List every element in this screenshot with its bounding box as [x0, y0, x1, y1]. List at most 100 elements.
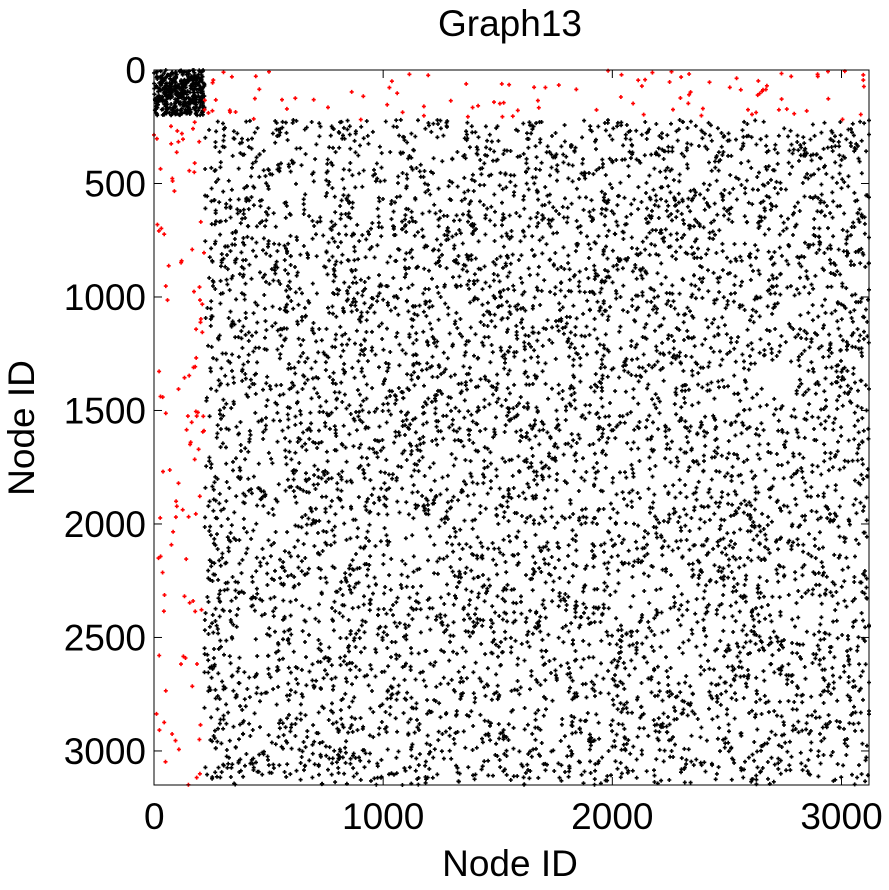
data-point	[812, 217, 817, 222]
data-point	[844, 555, 849, 560]
data-point	[366, 141, 371, 146]
data-point	[334, 332, 338, 337]
data-point	[187, 112, 192, 116]
data-point	[224, 461, 229, 466]
data-point	[452, 526, 457, 531]
data-point	[758, 337, 763, 342]
data-point	[367, 563, 372, 567]
data-point	[254, 240, 259, 245]
data-point	[191, 99, 196, 104]
data-point	[413, 416, 418, 421]
data-point	[501, 537, 506, 542]
data-point	[606, 228, 611, 233]
data-point	[721, 628, 726, 633]
data-point	[211, 487, 216, 492]
data-point	[392, 620, 397, 625]
data-point	[396, 174, 401, 179]
data-point	[831, 139, 836, 144]
data-point	[598, 290, 603, 295]
data-point	[811, 587, 815, 592]
data-point	[219, 770, 224, 775]
data-point	[178, 79, 183, 84]
data-point	[520, 325, 525, 330]
data-point	[165, 106, 170, 110]
data-point	[296, 554, 301, 559]
data-point	[272, 241, 277, 246]
data-point	[489, 204, 494, 209]
data-point	[185, 108, 190, 113]
data-point	[367, 446, 372, 451]
data-point	[194, 111, 199, 115]
data-point	[225, 765, 230, 770]
data-point	[528, 216, 533, 221]
data-point	[618, 295, 623, 299]
data-point	[631, 440, 636, 445]
data-point	[155, 74, 159, 79]
data-point	[200, 101, 205, 106]
data-point	[207, 624, 212, 629]
data-point	[167, 110, 172, 115]
data-point	[602, 308, 607, 313]
data-point	[628, 137, 633, 142]
data-point	[616, 722, 621, 726]
data-point	[553, 668, 558, 673]
data-point	[354, 280, 359, 285]
data-point	[629, 462, 634, 467]
data-point	[530, 454, 535, 458]
data-point	[714, 251, 719, 255]
data-point	[194, 78, 199, 83]
data-point	[404, 458, 409, 462]
data-point	[318, 641, 323, 646]
plot-points	[152, 68, 871, 787]
data-point	[199, 75, 204, 80]
data-point	[197, 86, 202, 91]
data-point	[463, 745, 468, 750]
data-point	[725, 471, 730, 476]
data-point	[201, 109, 205, 114]
data-point	[573, 249, 578, 254]
data-point	[694, 757, 699, 762]
data-point	[556, 557, 561, 562]
data-point	[647, 127, 652, 132]
data-point	[196, 108, 201, 113]
data-point	[518, 395, 523, 400]
data-point	[587, 642, 592, 647]
data-point	[278, 130, 283, 135]
data-point	[225, 267, 230, 272]
data-point	[183, 107, 188, 112]
data-point	[190, 77, 195, 82]
data-point	[554, 208, 559, 213]
data-point	[346, 618, 351, 623]
data-point	[161, 98, 166, 103]
data-point	[167, 83, 172, 88]
data-point	[185, 92, 189, 97]
data-point	[654, 198, 659, 203]
data-point	[185, 77, 190, 82]
data-point	[329, 160, 334, 165]
data-point	[731, 554, 736, 559]
data-point	[508, 173, 513, 178]
data-point	[444, 627, 449, 632]
data-point	[265, 398, 270, 403]
data-point	[371, 735, 376, 740]
data-point	[435, 135, 440, 140]
data-point	[348, 563, 353, 568]
data-point	[614, 732, 619, 737]
data-point	[549, 152, 554, 157]
data-point	[253, 391, 258, 396]
data-point	[367, 759, 371, 764]
data-point	[623, 363, 628, 368]
data-point	[377, 144, 382, 149]
data-point	[170, 80, 175, 85]
data-point	[502, 599, 507, 604]
data-point	[465, 387, 469, 392]
data-point	[775, 151, 780, 156]
data-point	[481, 313, 486, 318]
data-point	[555, 520, 560, 525]
data-point	[579, 171, 584, 176]
data-point	[164, 99, 169, 104]
data-point	[783, 445, 787, 450]
data-point	[660, 567, 665, 572]
data-point	[417, 722, 422, 726]
data-point	[349, 303, 353, 308]
